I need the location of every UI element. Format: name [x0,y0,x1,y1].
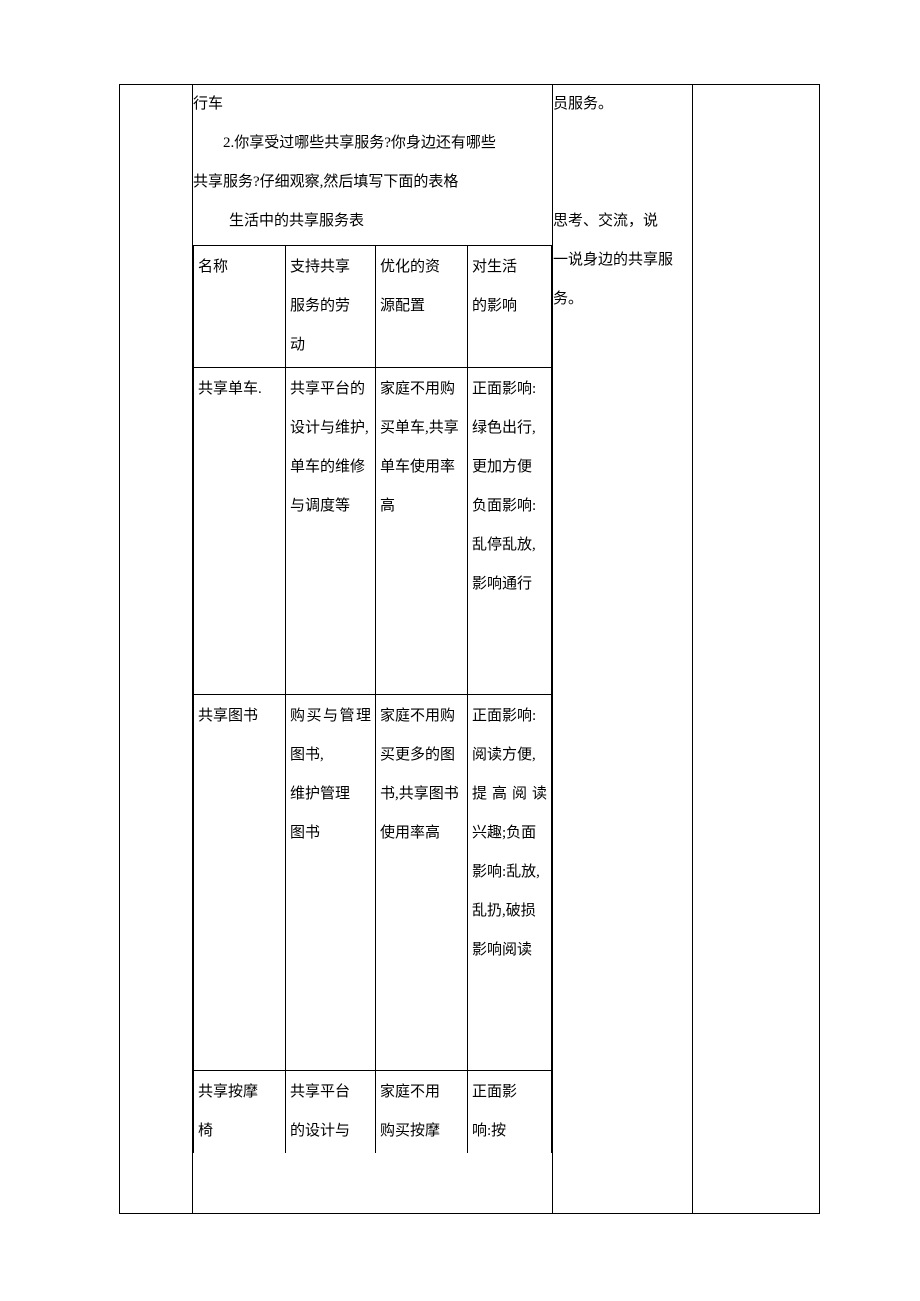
side-mid1: 思考、交流，说 [553,202,692,241]
r2c4f: 乱扔,破损 [472,903,536,919]
inner-table: 名称 支持共享 服务的劳 动 优化的资 源配置 对生活 的影响 [193,245,552,1153]
r1c4: 正面影响: 绿色出行, 更加方便 负面影响: 乱停乱放, 影响通行 [468,368,552,695]
r3c2: 共享平台 的设计与 [286,1071,376,1154]
r3c3: 家庭不用 购买按摩 [376,1071,468,1154]
r1c4c: 更加方便 [472,459,532,475]
hdr-resource: 优化的资 源配置 [376,246,468,368]
r1c2b: 设计与维护, [290,420,369,436]
inner-table-title: 生活中的共享服务表 [193,202,552,241]
r1c4d: 负面影响: [472,498,536,514]
hdr-imp-b: 的影响 [472,298,517,314]
hdr-labor: 支持共享 服务的劳 动 [286,246,376,368]
r2c4d: 兴趣;负面 [472,825,536,841]
r1c3: 家庭不用购 买单车,共享 单车使用率 高 [376,368,468,695]
r3c3b: 购买按摩 [380,1123,440,1139]
r1c4e: 乱停乱放, [472,537,536,553]
side-mid2: 一说身边的共享服 [553,241,692,280]
r2c1: 共享图书 [194,695,286,1071]
r2c2a: 购买与管理 [290,697,371,736]
hdr-labor-a: 支持共享 [290,259,350,275]
r3c4a: 正面影 [472,1084,517,1100]
side-mid3: 务。 [553,280,692,319]
r1c4f: 影响通行 [472,576,532,592]
line-0: 行车 [193,85,552,124]
hdr-name: 名称 [194,246,286,368]
line-2: 共享服务?仔细观察,然后填写下面的表格 [193,163,552,202]
r1c3d: 高 [380,498,395,514]
r1c1: 共享单车. [194,368,286,695]
hdr-labor-b: 服务的劳 [290,298,350,314]
r3c4: 正面影 响:按 [468,1071,552,1154]
row-bike: 共享单车. 共享平台的 设计与维护, 单车的维修 与调度等 家庭不用购 买单车,… [194,368,552,695]
inner-header-row: 名称 支持共享 服务的劳 动 优化的资 源配置 对生活 的影响 [194,246,552,368]
page: 行车 2.你享受过哪些共享服务?你身边还有哪些 共享服务?仔细观察,然后填写下面… [0,0,920,1301]
r2c3d: 使用率高 [380,825,440,841]
outer-col-4-blank [693,85,820,1214]
r2c2c: 维护管理 [290,786,350,802]
r3c3a: 家庭不用 [380,1084,440,1100]
side-gap [553,124,692,202]
r2c4e: 影响:乱放, [472,864,540,880]
r3c1: 共享按摩 椅 [194,1071,286,1154]
r2c3b: 买更多的图 [380,747,455,763]
r2c4c: 提高阅读 [472,775,547,814]
hdr-res-a: 优化的资 [380,259,440,275]
hdr-impact: 对生活 的影响 [468,246,552,368]
r2c4b: 阅读方便, [472,747,536,763]
r2c4a: 正面影响: [472,708,536,724]
hdr-imp-a: 对生活 [472,259,517,275]
r3c1a: 共享按摩 [198,1084,258,1100]
r1c3c: 单车使用率 [380,459,455,475]
r2c2: 购买与管理 图书, 维护管理 图书 [286,695,376,1071]
row-book: 共享图书 购买与管理 图书, 维护管理 图书 家庭不用购 买更多的图 书,共享图… [194,695,552,1071]
r2c2b: 图书, [290,747,324,763]
r3c1b: 椅 [198,1123,213,1139]
outer-table: 行车 2.你享受过哪些共享服务?你身边还有哪些 共享服务?仔细观察,然后填写下面… [119,84,820,1214]
r2c3: 家庭不用购 买更多的图 书,共享图书 使用率高 [376,695,468,1071]
r1c3a: 家庭不用购 [380,381,455,397]
outer-col-1-blank [120,85,193,1214]
line-1: 2.你享受过哪些共享服务?你身边还有哪些 [193,124,552,163]
r3c4b: 响:按 [472,1123,506,1139]
r2c4g: 影响阅读 [472,942,532,958]
hdr-res-b: 源配置 [380,298,425,314]
outer-col-3-side: 员服务。 思考、交流，说 一说身边的共享服 务。 [553,85,693,1214]
hdr-labor-c: 动 [290,337,305,353]
r2c3a: 家庭不用购 [380,708,455,724]
r1c2: 共享平台的 设计与维护, 单车的维修 与调度等 [286,368,376,695]
side-top: 员服务。 [553,85,692,124]
outer-col-2-content: 行车 2.你享受过哪些共享服务?你身边还有哪些 共享服务?仔细观察,然后填写下面… [193,85,553,1214]
r1c4a: 正面影响: [472,381,536,397]
row-massage: 共享按摩 椅 共享平台 的设计与 家庭不用 购买按摩 正面影 [194,1071,552,1154]
r1c2a: 共享平台的 [290,381,365,397]
r2c4: 正面影响: 阅读方便, 提高阅读 兴趣;负面 影响:乱放, 乱扔,破损 影响阅读 [468,695,552,1071]
r1c3b: 买单车,共享 [380,420,459,436]
r1c2c: 单车的维修 [290,459,365,475]
r1c4b: 绿色出行, [472,420,536,436]
r2c2d: 图书 [290,825,320,841]
r3c2b: 的设计与 [290,1123,350,1139]
r2c3c: 书,共享图书 [380,786,459,802]
r3c2a: 共享平台 [290,1084,350,1100]
r1c2d: 与调度等 [290,498,350,514]
